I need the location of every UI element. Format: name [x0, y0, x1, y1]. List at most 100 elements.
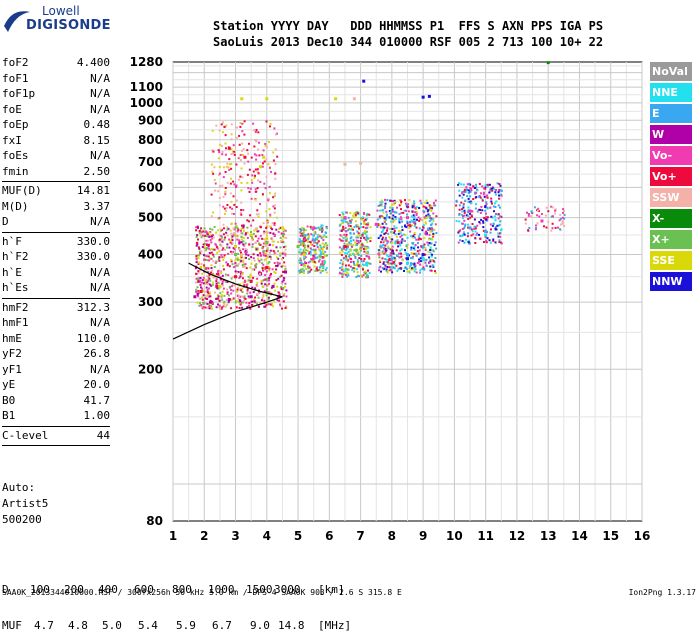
echo-pixel [394, 216, 397, 218]
echo-pixel [282, 257, 285, 259]
echo-pixel [211, 129, 214, 132]
echo-pixel [391, 203, 394, 206]
echo-pixel [413, 266, 416, 269]
echo-pixel [248, 304, 250, 307]
echo-pixel [354, 213, 357, 216]
echo-pixel [221, 184, 224, 187]
echo-pixel [263, 279, 266, 281]
echo-pixel [429, 251, 432, 254]
echo-pixel [432, 232, 435, 235]
echo-pixel [256, 240, 259, 242]
echo-pixel [360, 258, 363, 261]
echo-pixel [207, 283, 209, 286]
echo-pixel [559, 218, 562, 220]
echo-pixel [484, 186, 487, 189]
echo-pixel [201, 287, 203, 290]
echo-pixel [388, 236, 391, 239]
echo-pixel [356, 268, 359, 271]
echo-pixel [222, 195, 225, 198]
echo-pixel [416, 218, 418, 221]
echo-pixel [284, 267, 287, 270]
echo-pixel [363, 222, 366, 225]
echo-pixel [242, 259, 245, 262]
x-tick-label: 5 [294, 529, 302, 543]
echo-pixel [369, 237, 372, 239]
y-tick-label: 1100 [130, 80, 163, 94]
echo-pixel [384, 252, 387, 255]
echo-pixel [244, 263, 247, 266]
echo-pixel [264, 252, 267, 255]
echo-pixel [228, 238, 231, 241]
echo-pixel [474, 236, 477, 239]
echo-pixel [218, 240, 221, 243]
data-point [265, 241, 269, 245]
echo-pixel [218, 250, 221, 253]
echo-pixel [391, 210, 394, 213]
echo-pixel [225, 231, 228, 234]
echo-pixel [318, 229, 321, 231]
echo-pixel [220, 235, 223, 238]
echo-pixel [543, 225, 545, 228]
echo-pixel [237, 252, 240, 255]
echo-pixel [252, 232, 255, 235]
echo-pixel [281, 264, 284, 267]
echo-pixel [203, 227, 206, 230]
echo-pixel [325, 267, 328, 270]
echo-pixel [470, 214, 473, 217]
echo-pixel [248, 243, 251, 246]
echo-pixel [384, 265, 387, 268]
echo-pixel [241, 149, 243, 152]
echo-pixel [341, 211, 344, 214]
echo-pixel [419, 257, 422, 260]
echo-pixel [206, 280, 209, 283]
echo-pixel [252, 257, 255, 260]
echo-pixel [251, 174, 254, 177]
echo-pixel [203, 254, 205, 256]
echo-pixel [497, 224, 500, 227]
echo-pixel [310, 233, 313, 236]
echo-pixel [226, 204, 229, 206]
echo-pixel [276, 295, 279, 298]
echo-pixel [387, 232, 390, 235]
echo-pixel [464, 238, 467, 241]
echo-pixel [474, 207, 477, 210]
echo-pixel [206, 244, 208, 246]
echo-pixel [326, 244, 329, 247]
echo-pixel [472, 185, 475, 188]
echo-pixel [378, 254, 381, 257]
echo-pixel [469, 216, 472, 219]
echo-pixel [309, 247, 312, 250]
echo-pixel [227, 252, 230, 255]
echo-pixel [230, 123, 233, 126]
param-value: N/A [90, 71, 110, 85]
echo-pixel [200, 233, 203, 236]
echo-pixel [383, 248, 386, 251]
param-name: yE [2, 378, 16, 391]
echo-pixel [257, 255, 260, 258]
echo-pixel [202, 306, 205, 308]
data-point [215, 284, 219, 288]
echo-pixel [197, 278, 200, 280]
echo-pixel [475, 203, 477, 206]
echo-pixel [324, 250, 327, 253]
echo-pixel [211, 302, 214, 305]
echo-pixel [344, 267, 347, 270]
echo-pixel [424, 222, 427, 225]
echo-pixel [413, 232, 416, 234]
param-name: fxI [2, 133, 22, 147]
echo-pixel [210, 193, 213, 196]
echo-pixel [348, 222, 351, 225]
echo-pixel [339, 223, 342, 226]
echo-pixel [432, 250, 435, 253]
echo-pixel [223, 238, 226, 241]
echo-pixel [256, 302, 258, 305]
echo-pixel [197, 279, 200, 282]
muf-value: 5.4 [138, 619, 158, 632]
echo-pixel [282, 276, 285, 279]
echo-pixel [232, 180, 235, 183]
echo-pixel [422, 205, 425, 208]
echo-pixel [490, 228, 492, 231]
echo-pixel [301, 242, 303, 245]
echo-pixel [209, 227, 212, 230]
echo-pixel [304, 261, 306, 264]
